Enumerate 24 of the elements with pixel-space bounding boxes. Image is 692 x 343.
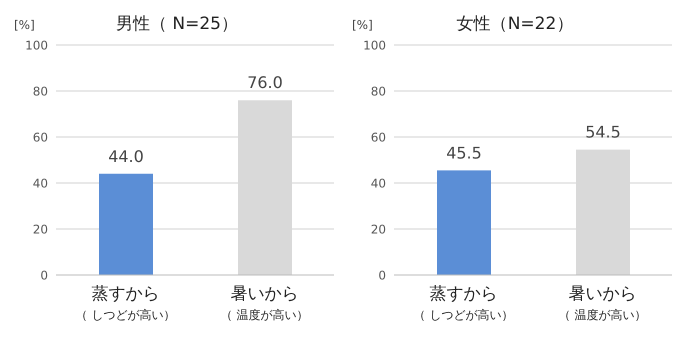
x-tick-label: 暑いから（ 温度が高い） bbox=[558, 284, 646, 322]
y-tick-label: 20 bbox=[32, 222, 48, 236]
y-tick-label: 0 bbox=[378, 268, 386, 282]
y-axis-title: [%] bbox=[352, 18, 373, 32]
y-tick-label: 40 bbox=[32, 176, 48, 190]
data-label: 76.0 bbox=[247, 73, 283, 92]
y-tick-label: 100 bbox=[363, 38, 386, 52]
data-label: 44.0 bbox=[108, 146, 144, 166]
chart-title: 女性（N=22） bbox=[456, 14, 574, 34]
y-tick-label: 0 bbox=[40, 268, 48, 282]
data-label: 45.5 bbox=[446, 143, 482, 162]
y-tick-label: 60 bbox=[32, 130, 48, 144]
y-tick-label: 80 bbox=[32, 84, 48, 98]
chart-title: 男性（ N=25） bbox=[116, 14, 238, 34]
y-axis-title: [%] bbox=[14, 18, 35, 32]
y-tick-label: 60 bbox=[370, 130, 386, 144]
y-tick-label: 100 bbox=[25, 38, 48, 52]
y-tick-label: 40 bbox=[370, 176, 386, 190]
x-tick-label: 暑いから（ 温度が高い） bbox=[220, 284, 308, 322]
data-label: 54.5 bbox=[585, 122, 621, 142]
x-tick-label: 蒸すから（ しつどが高い） bbox=[76, 284, 176, 322]
y-tick-label: 80 bbox=[370, 84, 386, 98]
y-tick-label: 20 bbox=[370, 222, 386, 236]
x-tick-label: 蒸すから（ しつどが高い） bbox=[414, 284, 514, 322]
